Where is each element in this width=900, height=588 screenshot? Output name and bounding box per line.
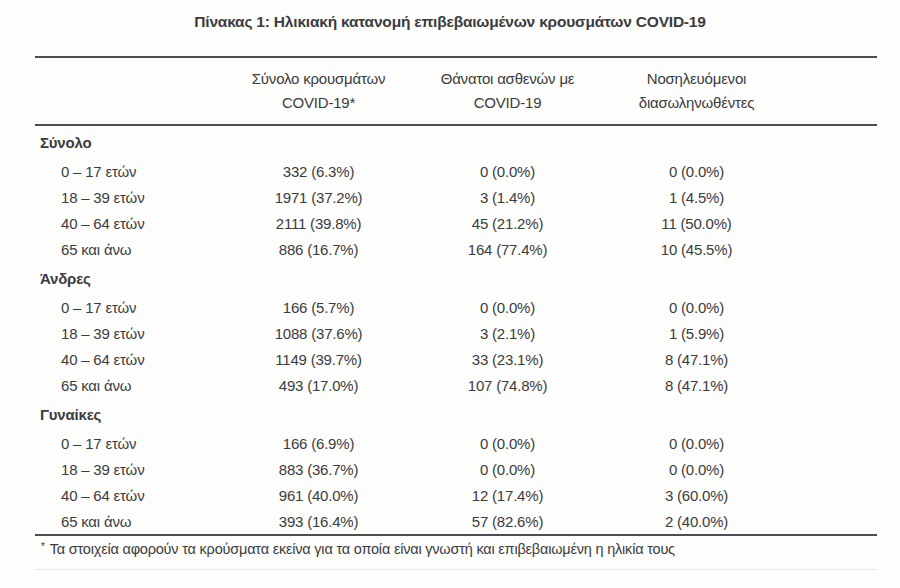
cases-cell: 883 (36.7%) bbox=[224, 461, 413, 478]
table-row: 0 – 17 ετών 166 (6.9%) 0 (0.0%) 0 (0.0%) bbox=[35, 430, 877, 456]
table-row: 40 – 64 ετών 2111 (39.8%) 45 (21.2%) 11 … bbox=[35, 210, 877, 236]
section-label-total: Σύνολο bbox=[35, 126, 877, 158]
column-header-intubated: Νοσηλευόμενοι διασωληνωθέντες bbox=[602, 67, 791, 115]
cases-cell: 393 (16.4%) bbox=[224, 513, 413, 530]
deaths-cell: 33 (23.1%) bbox=[413, 351, 602, 368]
age-cell: 40 – 64 ετών bbox=[35, 351, 224, 368]
deaths-cell: 0 (0.0%) bbox=[413, 435, 602, 452]
age-cell: 0 – 17 ετών bbox=[35, 299, 224, 316]
age-cell: 40 – 64 ετών bbox=[35, 215, 224, 232]
age-cell: 65 και άνω bbox=[35, 241, 224, 258]
cases-cell: 1088 (37.6%) bbox=[224, 325, 413, 342]
cases-cell: 886 (16.7%) bbox=[224, 241, 413, 258]
column-header-intubated-line2: διασωληνωθέντες bbox=[602, 91, 791, 115]
intubated-cell: 0 (0.0%) bbox=[602, 461, 791, 478]
deaths-cell: 3 (1.4%) bbox=[413, 189, 602, 206]
footnote: * Τα στοιχεία αφορούν τα κρούσματα εκείν… bbox=[35, 536, 877, 565]
table-row: 18 – 39 ετών 1971 (37.2%) 3 (1.4%) 1 (4.… bbox=[35, 184, 877, 210]
cases-cell: 166 (6.9%) bbox=[224, 435, 413, 452]
column-header-cases-line1: Σύνολο κρουσμάτων bbox=[224, 67, 413, 91]
intubated-cell: 0 (0.0%) bbox=[602, 299, 791, 316]
section-label-women: Γυναίκες bbox=[35, 398, 877, 430]
column-header-cases-line2: COVID-19* bbox=[224, 91, 413, 115]
age-cell: 0 – 17 ετών bbox=[35, 163, 224, 180]
table-header-row: Σύνολο κρουσμάτων COVID-19* Θάνατοι ασθε… bbox=[35, 58, 877, 124]
table-row: 0 – 17 ετών 166 (5.7%) 0 (0.0%) 0 (0.0%) bbox=[35, 294, 877, 320]
table-row: 18 – 39 ετών 1088 (37.6%) 3 (2.1%) 1 (5.… bbox=[35, 320, 877, 346]
footnote-text: Τα στοιχεία αφορούν τα κρούσματα εκείνα … bbox=[50, 541, 675, 557]
intubated-cell: 1 (5.9%) bbox=[602, 325, 791, 342]
deaths-cell: 0 (0.0%) bbox=[413, 163, 602, 180]
table-row: 65 και άνω 493 (17.0%) 107 (74.8%) 8 (47… bbox=[35, 372, 877, 398]
section-label-men: Άνδρες bbox=[35, 262, 877, 294]
footnote-asterisk: * bbox=[41, 541, 45, 552]
age-cell: 18 – 39 ετών bbox=[35, 189, 224, 206]
cases-cell: 2111 (39.8%) bbox=[224, 215, 413, 232]
column-header-deaths-line1: Θάνατοι ασθενών με bbox=[413, 67, 602, 91]
deaths-cell: 107 (74.8%) bbox=[413, 377, 602, 394]
age-cell: 65 και άνω bbox=[35, 377, 224, 394]
age-cell: 18 – 39 ετών bbox=[35, 461, 224, 478]
table-row: 40 – 64 ετών 1149 (39.7%) 33 (23.1%) 8 (… bbox=[35, 346, 877, 372]
deaths-cell: 0 (0.0%) bbox=[413, 299, 602, 316]
deaths-cell: 0 (0.0%) bbox=[413, 461, 602, 478]
column-header-deaths-line2: COVID-19 bbox=[413, 91, 602, 115]
cases-cell: 961 (40.0%) bbox=[224, 487, 413, 504]
deaths-cell: 164 (77.4%) bbox=[413, 241, 602, 258]
cases-cell: 1149 (39.7%) bbox=[224, 351, 413, 368]
intubated-cell: 1 (4.5%) bbox=[602, 189, 791, 206]
intubated-cell: 10 (45.5%) bbox=[602, 241, 791, 258]
deaths-cell: 57 (82.6%) bbox=[413, 513, 602, 530]
age-cell: 65 και άνω bbox=[35, 513, 224, 530]
covid-age-table: Σύνολο κρουσμάτων COVID-19* Θάνατοι ασθε… bbox=[35, 56, 877, 570]
cases-cell: 1971 (37.2%) bbox=[224, 189, 413, 206]
cases-cell: 166 (5.7%) bbox=[224, 299, 413, 316]
deaths-cell: 45 (21.2%) bbox=[413, 215, 602, 232]
report-page: Πίνακας 1: Ηλικιακή κατανομή επιβεβαιωμέ… bbox=[0, 0, 900, 588]
column-header-deaths: Θάνατοι ασθενών με COVID-19 bbox=[413, 67, 602, 115]
table-row: 40 – 64 ετών 961 (40.0%) 12 (17.4%) 3 (6… bbox=[35, 482, 877, 508]
table-row: 18 – 39 ετών 883 (36.7%) 0 (0.0%) 0 (0.0… bbox=[35, 456, 877, 482]
table-title: Πίνακας 1: Ηλικιακή κατανομή επιβεβαιωμέ… bbox=[0, 13, 900, 31]
column-header-cases: Σύνολο κρουσμάτων COVID-19* bbox=[224, 67, 413, 115]
age-cell: 18 – 39 ετών bbox=[35, 325, 224, 342]
intubated-cell: 8 (47.1%) bbox=[602, 377, 791, 394]
column-header-intubated-line1: Νοσηλευόμενοι bbox=[602, 67, 791, 91]
intubated-cell: 3 (60.0%) bbox=[602, 487, 791, 504]
age-cell: 0 – 17 ετών bbox=[35, 435, 224, 452]
deaths-cell: 3 (2.1%) bbox=[413, 325, 602, 342]
table-row: 65 και άνω 393 (16.4%) 57 (82.6%) 2 (40.… bbox=[35, 508, 877, 534]
cases-cell: 493 (17.0%) bbox=[224, 377, 413, 394]
intubated-cell: 0 (0.0%) bbox=[602, 163, 791, 180]
deaths-cell: 12 (17.4%) bbox=[413, 487, 602, 504]
intubated-cell: 8 (47.1%) bbox=[602, 351, 791, 368]
page-bottom-rule bbox=[35, 569, 877, 570]
table-row: 0 – 17 ετών 332 (6.3%) 0 (0.0%) 0 (0.0%) bbox=[35, 158, 877, 184]
cases-cell: 332 (6.3%) bbox=[224, 163, 413, 180]
intubated-cell: 2 (40.0%) bbox=[602, 513, 791, 530]
age-cell: 40 – 64 ετών bbox=[35, 487, 224, 504]
intubated-cell: 0 (0.0%) bbox=[602, 435, 791, 452]
table-row: 65 και άνω 886 (16.7%) 164 (77.4%) 10 (4… bbox=[35, 236, 877, 262]
intubated-cell: 11 (50.0%) bbox=[602, 215, 791, 232]
